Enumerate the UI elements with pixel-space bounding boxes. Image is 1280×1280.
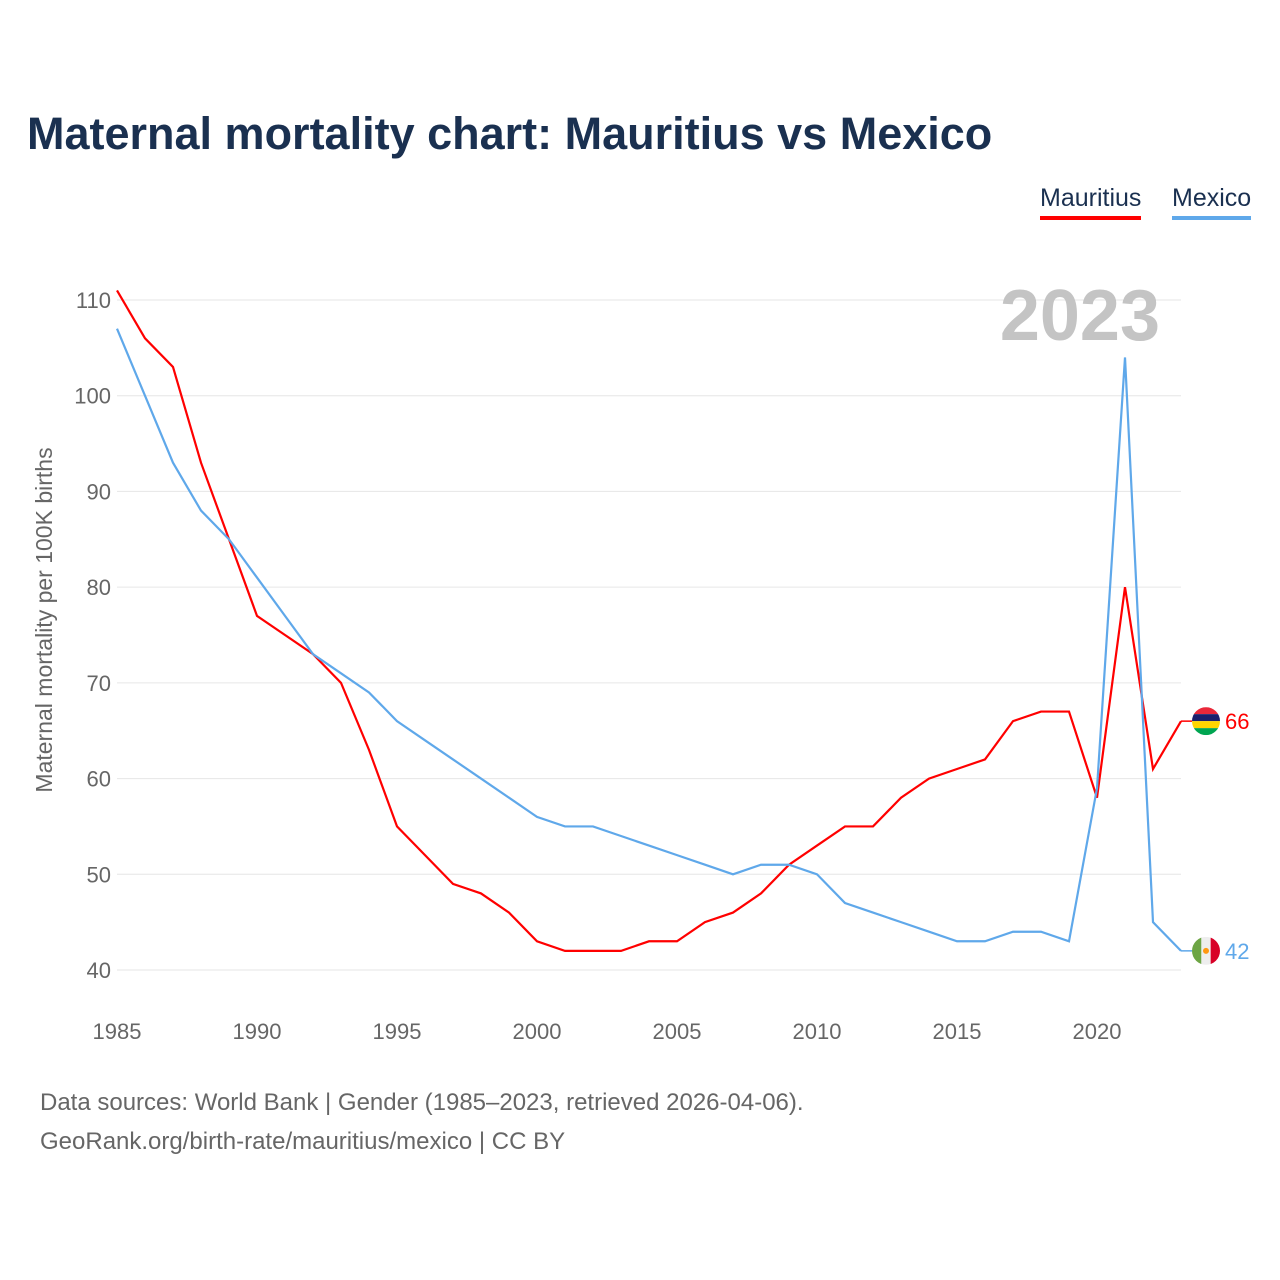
footer-source: Data sources: World Bank | Gender (1985–… (40, 1089, 804, 1116)
year-label: 2023 (1000, 276, 1160, 356)
end-value-label: 66 (1225, 709, 1249, 734)
y-tick-label: 40 (87, 958, 111, 983)
series-line-mexico (115, 328, 1182, 952)
flag-stripe (1192, 707, 1220, 715)
y-tick-label: 100 (74, 384, 111, 409)
y-axis-label: Maternal mortality per 100K births (31, 447, 57, 792)
flag-stripe (1192, 721, 1220, 729)
y-tick-label: 90 (87, 479, 111, 504)
x-tick-label: 2020 (1073, 1019, 1122, 1044)
flag-stripe (1210, 936, 1220, 965)
chart-title: Maternal mortality chart: Mauritius vs M… (27, 108, 993, 159)
x-tick-label: 2015 (933, 1019, 982, 1044)
x-tick-label: 1985 (93, 1019, 142, 1044)
y-tick-label: 70 (87, 671, 111, 696)
x-tick-label: 2005 (653, 1019, 702, 1044)
flag-emblem (1203, 947, 1209, 954)
footer-url[interactable]: GeoRank.org/birth-rate/mauritius/mexico … (40, 1128, 566, 1155)
series-line-mauritius (116, 289, 1182, 952)
x-tick-label: 1990 (233, 1019, 282, 1044)
y-tick-label: 50 (87, 862, 111, 887)
x-tick-label: 2000 (513, 1019, 562, 1044)
flag-stripe (1192, 728, 1220, 736)
x-tick-label: 1995 (373, 1019, 422, 1044)
y-tick-label: 80 (87, 575, 111, 600)
mexico-flag-icon (1192, 936, 1220, 965)
y-tick-label: 60 (87, 767, 111, 792)
mauritius-flag-icon (1192, 707, 1220, 736)
flag-stripe (1192, 936, 1202, 965)
end-value-label: 42 (1225, 939, 1249, 964)
flag-stripe (1192, 714, 1220, 722)
x-tick-label: 2010 (793, 1019, 842, 1044)
legend-mauritius[interactable]: Mauritius (1040, 184, 1142, 220)
legend-mexico[interactable]: Mexico (1172, 184, 1252, 220)
y-tick-label: 110 (76, 288, 111, 313)
